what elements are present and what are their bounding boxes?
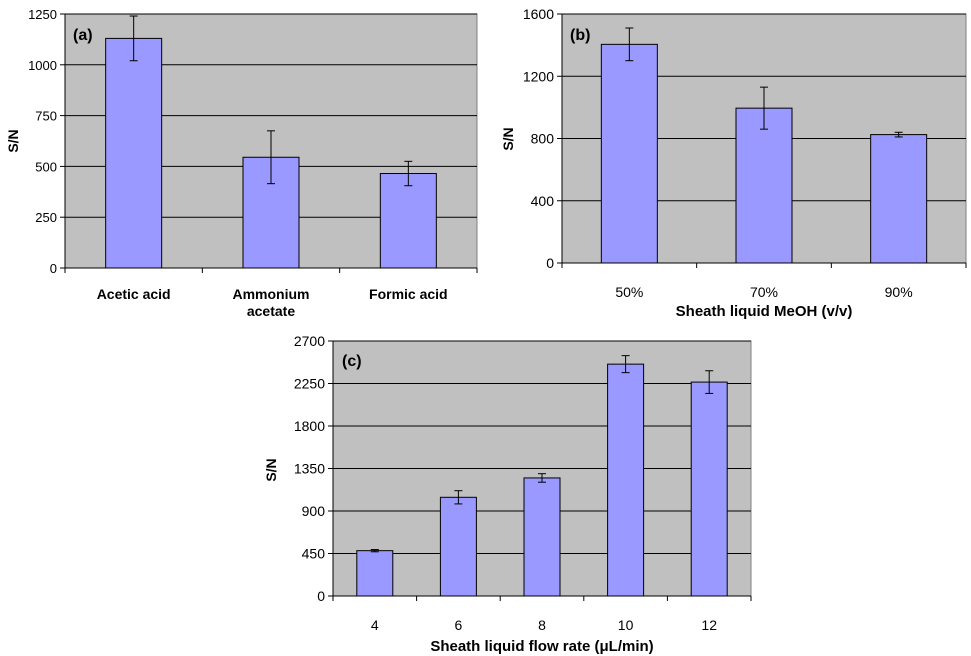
bar [735, 107, 793, 264]
bar [607, 363, 645, 597]
y-tick-label: 1250 [28, 7, 57, 22]
x-tick-label: 4 [371, 617, 379, 633]
y-tick-label: 0 [50, 261, 57, 276]
x-axis-label: Sheath liquid MeOH (v/v) [676, 303, 853, 320]
y-tick-label: 1000 [28, 58, 57, 73]
x-tick-label: Formic acid [369, 286, 448, 302]
x-tick-label: 50% [615, 284, 643, 300]
y-tick-label: 750 [35, 109, 57, 124]
x-tick-label: Ammonium [233, 286, 310, 302]
bar [690, 381, 728, 597]
bar [105, 37, 163, 269]
x-tick-label: 90% [885, 284, 913, 300]
y-tick-label: 1600 [523, 6, 554, 22]
y-tick-label: 2250 [294, 376, 325, 392]
x-tick-label: 12 [701, 617, 717, 633]
x-tick-label: Acetic acid [97, 286, 171, 302]
y-tick-label: 1350 [294, 461, 325, 477]
bar [356, 550, 394, 597]
y-tick-label: 400 [531, 193, 555, 209]
x-tick-label: 10 [618, 617, 634, 633]
panel-label: (c) [342, 353, 362, 370]
y-axis-label: S/N [263, 458, 279, 481]
x-tick-label: 6 [455, 617, 463, 633]
chart-panel-c: 0 450 900 1350 1800 2250 2700 4 6 8 10 12 S/N Sheath … [263, 333, 752, 655]
y-tick-label: 0 [546, 255, 554, 271]
chart-panel-b: 0 400 800 1200 1600 50% 70% 90% S/N Sheath liquid… [500, 6, 967, 320]
bar [439, 496, 477, 597]
panel-label: (b) [570, 27, 590, 44]
x-axis-label: Sheath liquid flow rate (μL/min) [430, 638, 653, 655]
y-tick-label: 0 [317, 588, 325, 604]
panel-label: (a) [73, 27, 93, 44]
y-axis-label: S/N [500, 127, 516, 150]
y-tick-label: 800 [531, 131, 555, 147]
y-tick-label: 500 [35, 159, 57, 174]
chart-panel-a: 0 250 500 750 1000 1250 Acetic acid Ammoniumace… [5, 7, 478, 319]
x-tick-label: acetate [247, 303, 295, 319]
y-tick-label: 900 [302, 503, 326, 519]
y-tick-label: 250 [35, 210, 57, 225]
y-axis-label: S/N [5, 129, 21, 152]
x-tick-label: 70% [750, 284, 778, 300]
bar [600, 43, 658, 264]
bar [870, 134, 928, 264]
bar [523, 477, 561, 597]
y-tick-label: 1800 [294, 418, 325, 434]
y-tick-label: 450 [302, 546, 326, 562]
bar [379, 173, 437, 269]
x-tick-label: 8 [538, 617, 546, 633]
y-tick-label: 1200 [523, 68, 554, 84]
y-tick-label: 2700 [294, 333, 325, 349]
